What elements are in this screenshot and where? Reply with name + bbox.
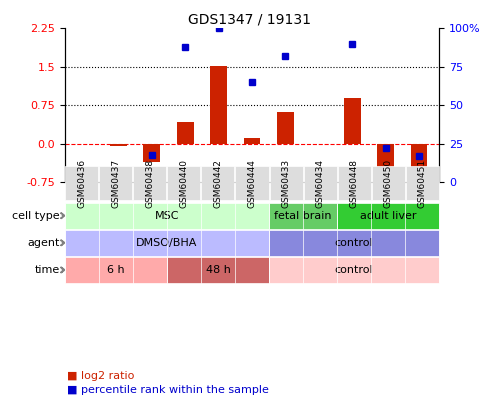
Text: GSM60444: GSM60444 bbox=[248, 159, 256, 208]
Text: GSM60436: GSM60436 bbox=[77, 159, 86, 208]
Bar bbox=[277, 112, 294, 144]
Text: DMSO/BHA: DMSO/BHA bbox=[136, 238, 198, 248]
Text: 6 h: 6 h bbox=[107, 265, 125, 275]
Text: 48 h: 48 h bbox=[206, 265, 231, 275]
Text: agent: agent bbox=[27, 238, 60, 248]
Text: GSM60437: GSM60437 bbox=[111, 159, 120, 208]
Text: adult liver: adult liver bbox=[360, 211, 416, 221]
Text: GSM60451: GSM60451 bbox=[418, 159, 427, 208]
Text: control: control bbox=[335, 238, 373, 248]
Text: GSM60434: GSM60434 bbox=[315, 159, 324, 208]
Bar bbox=[377, 144, 394, 172]
Text: GSM60450: GSM60450 bbox=[384, 159, 393, 208]
Bar bbox=[210, 66, 227, 144]
Text: ■ log2 ratio: ■ log2 ratio bbox=[67, 371, 135, 381]
Bar bbox=[177, 122, 194, 144]
Bar bbox=[110, 144, 127, 146]
Text: time: time bbox=[34, 265, 60, 275]
Text: GDS1347 / 19131: GDS1347 / 19131 bbox=[188, 12, 311, 26]
Bar bbox=[244, 138, 260, 144]
Text: GSM60440: GSM60440 bbox=[180, 159, 189, 208]
Text: GSM60442: GSM60442 bbox=[214, 159, 223, 208]
Text: GSM60433: GSM60433 bbox=[281, 159, 290, 208]
Text: fetal brain: fetal brain bbox=[274, 211, 332, 221]
Text: GSM60438: GSM60438 bbox=[145, 159, 154, 208]
Text: MSC: MSC bbox=[155, 211, 179, 221]
Text: ■ percentile rank within the sample: ■ percentile rank within the sample bbox=[67, 385, 269, 395]
Text: control: control bbox=[335, 265, 373, 275]
Bar bbox=[143, 144, 160, 162]
Text: cell type: cell type bbox=[12, 211, 60, 221]
Bar bbox=[344, 98, 361, 144]
Bar bbox=[411, 144, 428, 176]
Text: GSM60448: GSM60448 bbox=[350, 159, 359, 208]
